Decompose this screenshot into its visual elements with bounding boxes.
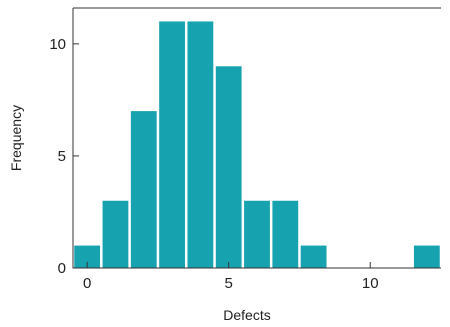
bar-4 — [187, 21, 214, 269]
y-axis-title: Frequency — [8, 105, 24, 171]
bar-7 — [272, 200, 299, 268]
ticks-group: 0 5 10 0 5 10 — [49, 36, 378, 292]
y-tick-label-0: 0 — [58, 260, 66, 277]
bar-1 — [102, 200, 129, 268]
x-tick-label-0: 0 — [83, 275, 91, 292]
y-tick-label-10: 10 — [49, 36, 66, 53]
bar-6 — [244, 200, 270, 268]
x-axis-title: Defects — [223, 307, 270, 323]
x-tick-label-10: 10 — [362, 275, 379, 292]
bar-2 — [130, 111, 157, 268]
y-tick-label-5: 5 — [58, 148, 66, 165]
x-tick-label-5: 5 — [225, 275, 233, 292]
bar-5 — [215, 66, 242, 268]
bar-3 — [159, 21, 185, 269]
bars-group — [74, 21, 440, 269]
bar-12 — [413, 245, 440, 268]
bar-8 — [300, 245, 327, 268]
bar-0 — [74, 245, 101, 268]
